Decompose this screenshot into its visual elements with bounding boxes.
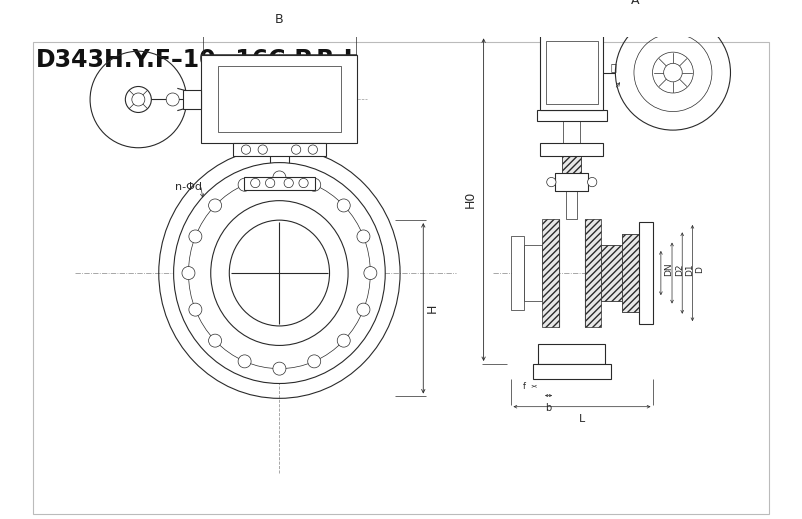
Circle shape <box>209 334 221 347</box>
Bar <box>622 234 638 312</box>
Circle shape <box>273 171 286 184</box>
Text: D: D <box>695 266 704 273</box>
Circle shape <box>337 199 350 212</box>
Circle shape <box>166 93 179 106</box>
Circle shape <box>308 178 321 191</box>
Circle shape <box>357 230 370 243</box>
Circle shape <box>265 179 275 188</box>
Circle shape <box>209 199 221 212</box>
Bar <box>546 41 597 104</box>
Circle shape <box>308 145 318 154</box>
Bar <box>541 143 603 156</box>
Circle shape <box>238 355 251 368</box>
Bar <box>233 143 326 156</box>
Circle shape <box>291 145 301 154</box>
Text: D2: D2 <box>674 263 684 276</box>
Bar <box>537 110 607 121</box>
Bar <box>541 35 603 110</box>
Circle shape <box>132 93 145 106</box>
Bar <box>533 364 611 379</box>
Bar <box>602 245 622 301</box>
Bar <box>585 219 602 327</box>
Circle shape <box>182 267 195 280</box>
Circle shape <box>273 362 286 375</box>
Text: D1: D1 <box>685 263 694 276</box>
Text: L: L <box>579 414 585 424</box>
Bar <box>566 192 577 219</box>
Bar <box>602 245 622 301</box>
Bar <box>201 55 358 143</box>
Circle shape <box>337 334 350 347</box>
Ellipse shape <box>211 201 348 346</box>
Circle shape <box>547 177 556 187</box>
Text: n-Φd: n-Φd <box>176 182 202 192</box>
Bar <box>562 156 581 173</box>
Circle shape <box>251 179 260 188</box>
Bar <box>562 156 581 173</box>
Circle shape <box>284 179 294 188</box>
Circle shape <box>238 178 251 191</box>
Circle shape <box>308 355 321 368</box>
Circle shape <box>258 145 267 154</box>
Text: 关: 关 <box>611 62 617 72</box>
Circle shape <box>357 303 370 316</box>
Bar <box>564 121 580 143</box>
Bar <box>538 344 606 364</box>
Circle shape <box>189 303 202 316</box>
Ellipse shape <box>173 162 385 384</box>
Bar <box>542 219 559 327</box>
Circle shape <box>588 177 597 187</box>
Bar <box>183 90 201 109</box>
Text: D343H.Y.F–10~16C.P.R.I: D343H.Y.F–10~16C.P.R.I <box>36 48 354 72</box>
Text: B: B <box>275 13 284 26</box>
Circle shape <box>299 179 308 188</box>
Text: b: b <box>545 403 552 413</box>
Text: H0: H0 <box>464 191 477 209</box>
Text: f: f <box>522 382 525 391</box>
Circle shape <box>189 230 202 243</box>
Bar <box>622 234 638 312</box>
Bar <box>555 173 589 192</box>
Text: H: H <box>426 304 439 313</box>
Text: DN: DN <box>664 263 673 276</box>
Bar <box>218 66 341 132</box>
Bar <box>638 222 654 324</box>
Circle shape <box>241 145 251 154</box>
Bar <box>638 229 654 317</box>
Bar <box>542 344 602 358</box>
Bar <box>524 245 542 301</box>
Bar <box>511 236 524 310</box>
Bar <box>244 176 314 189</box>
Bar <box>555 173 589 192</box>
Text: A: A <box>631 0 640 7</box>
Circle shape <box>364 267 377 280</box>
Circle shape <box>664 63 683 82</box>
